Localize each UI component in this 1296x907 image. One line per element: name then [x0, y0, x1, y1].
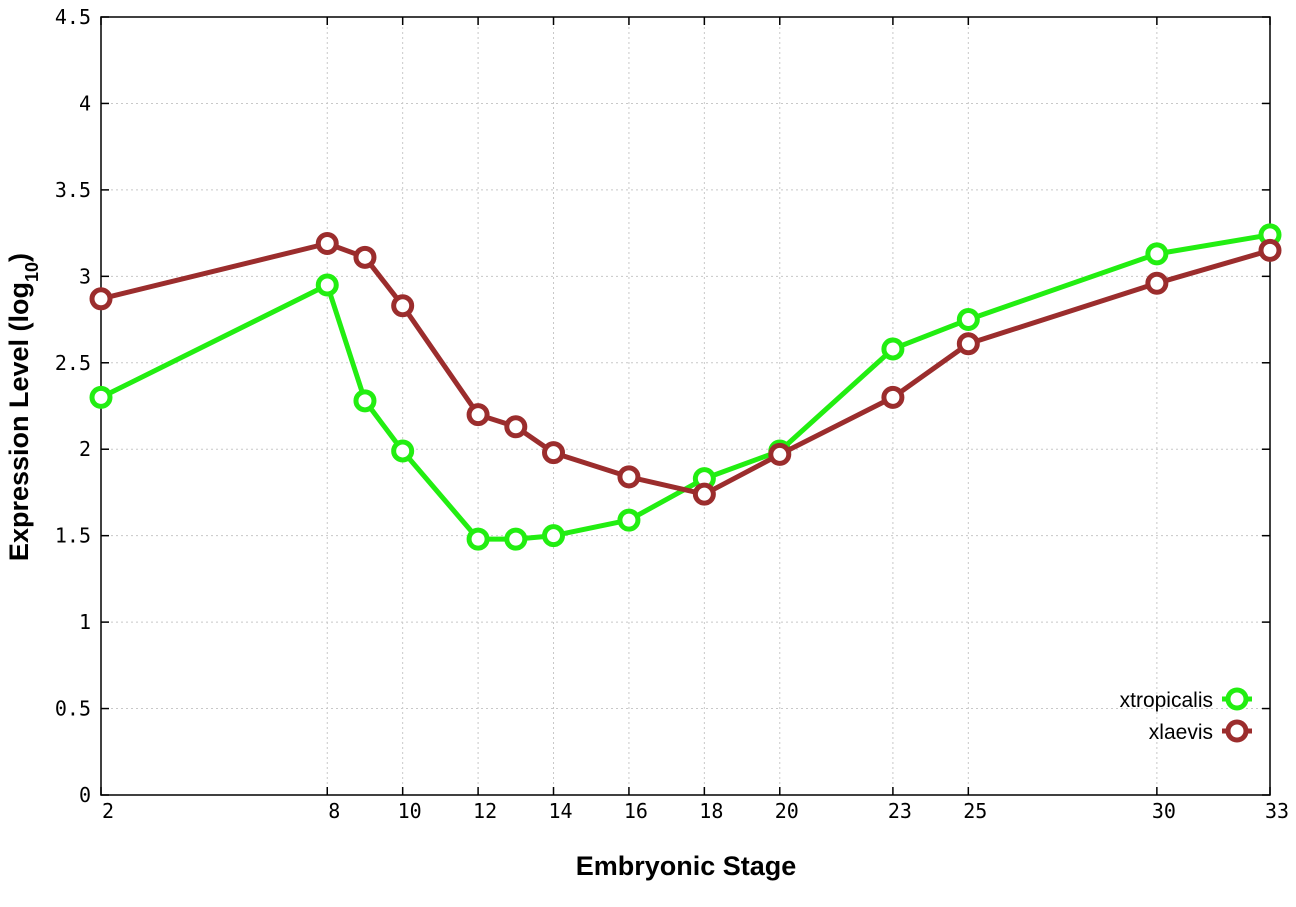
- series-xlaevis: [89, 231, 1282, 506]
- data-point-xlaevis: [692, 482, 716, 506]
- y-tick-label: 1: [79, 610, 91, 634]
- legend-swatch-marker-xlaevis: [1225, 719, 1249, 743]
- data-point-xtropicalis: [89, 385, 113, 409]
- data-point-xlaevis: [466, 403, 490, 427]
- grid: [101, 17, 1270, 795]
- plot-frame: [100, 16, 1271, 796]
- y-tick-label: 1.5: [55, 524, 91, 548]
- x-tick-label: 33: [1265, 799, 1289, 823]
- y-axis-title-close: ): [4, 253, 34, 262]
- x-axis-title: Embryonic Stage: [576, 851, 797, 881]
- series-layer: [89, 223, 1282, 551]
- y-tick-label: 3: [79, 264, 91, 288]
- x-tick-label: 12: [473, 799, 497, 823]
- y-axis-title: Expression Level (log10): [4, 253, 42, 561]
- y-tick-label: 0: [79, 783, 91, 807]
- data-point-xtropicalis: [466, 527, 490, 551]
- x-tick-label: 16: [624, 799, 648, 823]
- x-tick-label: 30: [1152, 799, 1176, 823]
- legend-label-xtropicalis: xtropicalis: [1120, 689, 1213, 712]
- data-point-xlaevis: [353, 245, 377, 269]
- axis-ticks: 0 0.5 1 1.5 2 2.5 3 3.5 4 4.5 2 8 10 12 14 16 18 20 23 25 30…: [55, 5, 1289, 823]
- legend-label-xlaevis: xlaevis: [1149, 721, 1213, 744]
- data-point-xlaevis: [1258, 238, 1282, 262]
- data-point-xtropicalis: [391, 439, 415, 463]
- series-line-xtropicalis: [99, 232, 1271, 542]
- y-axis-title-main: Expression Level (log: [4, 282, 34, 561]
- x-tick-label: 25: [963, 799, 987, 823]
- data-point-xtropicalis: [617, 508, 641, 532]
- y-tick-label: 2: [79, 437, 91, 461]
- y-tick-label: 0.5: [55, 697, 91, 721]
- data-point-xlaevis: [315, 231, 339, 255]
- data-point-xlaevis: [617, 465, 641, 489]
- data-point-xtropicalis: [353, 389, 377, 413]
- y-tick-label: 4: [79, 91, 91, 115]
- data-point-xlaevis: [768, 442, 792, 466]
- data-point-xlaevis: [956, 332, 980, 356]
- data-point-xlaevis: [391, 294, 415, 318]
- x-tick-label: 10: [398, 799, 422, 823]
- y-axis-title-subscript: 10: [22, 262, 42, 282]
- data-point-xlaevis: [1145, 271, 1169, 295]
- series-xtropicalis: [89, 223, 1282, 551]
- data-point-xtropicalis: [504, 527, 528, 551]
- data-point-xlaevis: [542, 441, 566, 465]
- data-point-xlaevis: [881, 385, 905, 409]
- y-tick-label: 3.5: [55, 178, 91, 202]
- data-point-xtropicalis: [542, 524, 566, 548]
- x-tick-label: 14: [548, 799, 572, 823]
- x-tick-label: 2: [102, 799, 114, 823]
- data-point-xlaevis: [89, 287, 113, 311]
- y-tick-label: 2.5: [55, 351, 91, 375]
- x-tick-label: 18: [699, 799, 723, 823]
- data-point-xtropicalis: [881, 337, 905, 361]
- legend: xtropicalis xlaevis: [1120, 687, 1252, 744]
- x-tick-label: 8: [328, 799, 340, 823]
- data-point-xtropicalis: [956, 308, 980, 332]
- data-point-xtropicalis: [1145, 242, 1169, 266]
- series-line-xlaevis: [100, 241, 1271, 497]
- x-tick-label: 20: [775, 799, 799, 823]
- x-tick-label: 23: [888, 799, 912, 823]
- y-tick-label: 4.5: [55, 5, 91, 29]
- data-point-xtropicalis: [315, 273, 339, 297]
- data-point-xlaevis: [504, 415, 528, 439]
- legend-swatch-marker-xtropicalis: [1225, 687, 1249, 711]
